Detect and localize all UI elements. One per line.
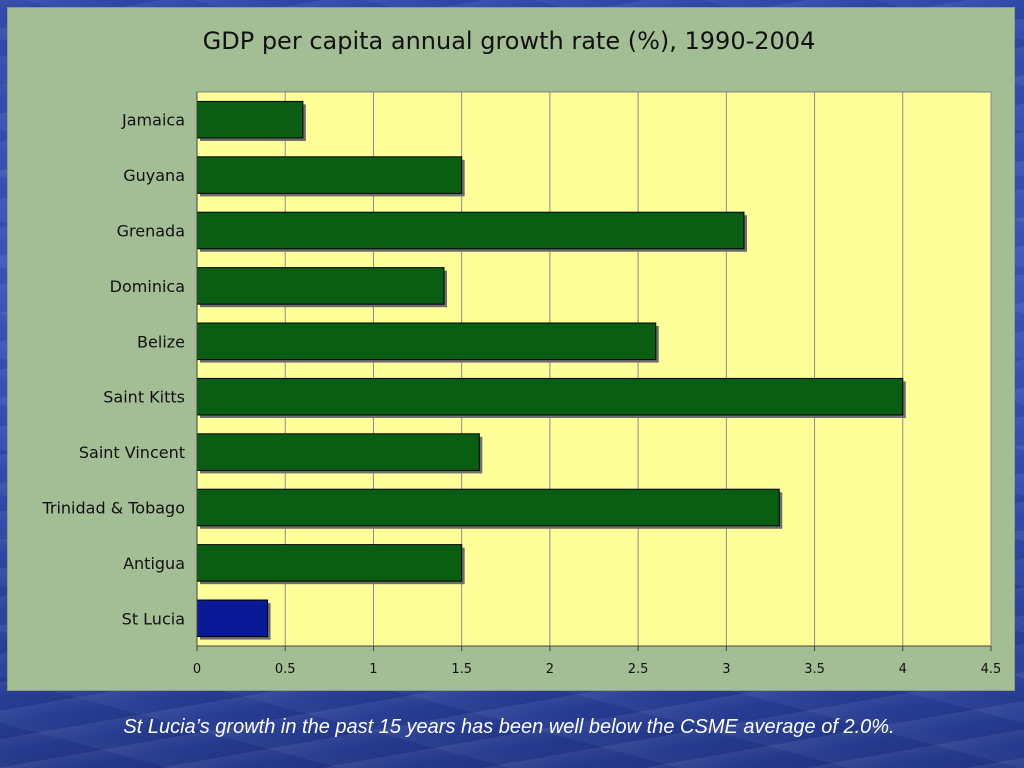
bar-chart: 0 0.5 1 1.5 2 2.5 3 3.5 4 4.5 Jamaica Guyana Grenada… [41,91,1002,677]
x-tick-label: 3 [722,662,730,677]
x-tick-label: 3.5 [804,662,825,677]
bar [196,100,304,139]
bar [196,599,269,638]
y-category-label: Trinidad & Tobago [41,499,185,518]
y-category-label: Saint Kitts [103,388,185,407]
x-tick-label: 0 [193,662,201,677]
y-category-label: Guyana [123,166,185,185]
bar [196,322,657,361]
y-category-label: Jamaica [121,111,185,130]
x-tick-label: 1 [369,662,377,677]
bar [196,377,904,416]
x-tick-label: 2.5 [628,662,649,677]
bar [196,211,745,250]
x-tick-label: 4.5 [981,662,1002,677]
bar [196,544,463,582]
bar [196,267,445,305]
slide-caption: St Lucia’s growth in the past 15 years h… [123,716,895,738]
y-category-label: Grenada [117,222,185,241]
bar [196,156,463,194]
chart-title: GDP per capita annual growth rate (%), 1… [202,27,816,55]
x-tick-label: 4 [899,662,907,677]
y-category-label: Saint Vincent [79,443,185,462]
y-category-label: Belize [137,332,185,351]
bar [196,433,480,471]
x-tick-label: 1.5 [451,662,472,677]
x-tick-label: 2 [546,662,554,677]
x-tick-label: 0.5 [275,662,296,677]
y-category-label: Dominica [110,277,185,296]
y-category-label: St Lucia [122,609,185,628]
y-category-label: Antigua [123,554,185,573]
bar [196,488,780,527]
